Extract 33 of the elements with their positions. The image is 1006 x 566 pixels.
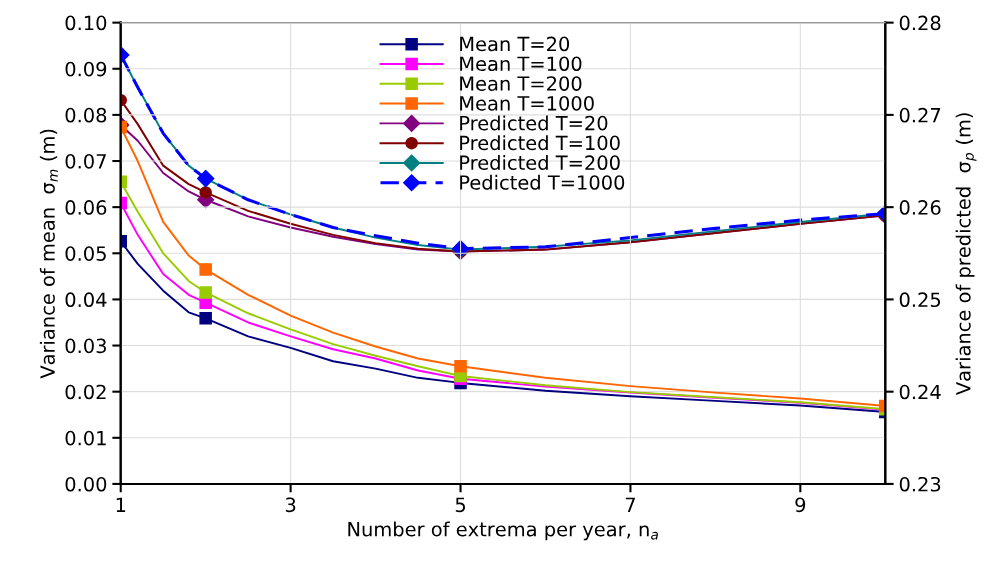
y2-tick-label: 0.28 <box>899 15 941 31</box>
y-tick-label: 0.08 <box>65 107 107 123</box>
x-axis-title: Number of extrema per year, n$_{a}$ <box>348 521 658 541</box>
legend-label: Predicted T=100 <box>460 135 620 151</box>
x-tick-label: 3 <box>285 497 296 513</box>
y-axis-title: Variance of mean σ$_{m}$ (m) <box>39 129 58 379</box>
legend-label: Mean T=1000 <box>460 95 594 111</box>
y2-axis-title: Variance of predicted σ$_{p}$ (m) <box>955 113 977 395</box>
y2-tick-label: 0.24 <box>899 384 941 400</box>
y2-tick-label: 0.27 <box>899 107 941 123</box>
y-tick-label: 0.10 <box>65 15 107 31</box>
y2-tick-label: 0.23 <box>899 476 941 492</box>
legend-label: Mean T=200 <box>460 76 582 91</box>
y-tick-label: 0.09 <box>65 61 107 77</box>
y-tick-label: 0.00 <box>65 476 107 492</box>
y-tick-label: 0.06 <box>65 200 107 215</box>
y2-tick-label: 0.25 <box>899 292 941 308</box>
y2-tick-label: 0.26 <box>899 200 941 215</box>
y-tick-label: 0.01 <box>65 430 106 446</box>
y-tick-label: 0.05 <box>65 246 106 261</box>
y-tick-label: 0.07 <box>65 153 106 169</box>
x-tick-label: 1 <box>116 497 126 512</box>
x-tick-label: 9 <box>795 497 806 513</box>
y-tick-label: 0.04 <box>65 292 107 308</box>
x-tick-label: 5 <box>455 497 466 513</box>
legend-label: Pedicted T=1000 <box>460 174 625 190</box>
y-tick-label: 0.03 <box>65 338 106 354</box>
legend-label: Predicted T=20 <box>460 115 608 131</box>
legend-label: Mean T=100 <box>460 56 582 72</box>
x-tick-label: 7 <box>625 497 635 512</box>
legend-label: Predicted T=200 <box>460 155 620 171</box>
legend-label: Mean T=20 <box>460 36 570 52</box>
y-tick-label: 0.02 <box>65 384 106 400</box>
